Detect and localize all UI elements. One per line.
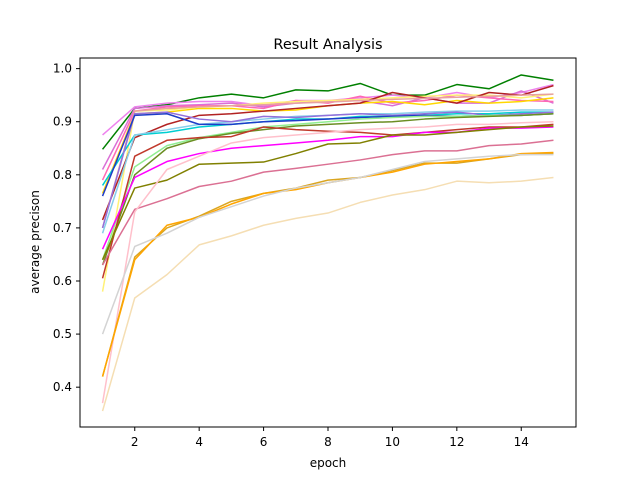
series-line-22 — [101, 153, 554, 335]
x-tick-label: 2 — [131, 435, 139, 449]
y-tick-label: 0.8 — [53, 168, 72, 182]
y-axis: 0.4 0.5 0.6 0.7 0.8 0.9 1.0 — [53, 62, 80, 394]
y-tick-label: 0.6 — [53, 274, 72, 288]
y-tick-label: 0.4 — [53, 380, 72, 394]
series-line-16 — [101, 126, 554, 250]
x-tick-label: 14 — [514, 435, 529, 449]
series-line-8 — [101, 93, 554, 229]
x-axis-label: epoch — [310, 456, 347, 470]
x-tick-label: 10 — [385, 435, 400, 449]
x-tick-label: 8 — [324, 435, 332, 449]
x-tick-label: 12 — [449, 435, 464, 449]
series-line-19 — [101, 120, 554, 404]
y-tick-label: 0.7 — [53, 221, 72, 235]
x-tick-label: 4 — [195, 435, 203, 449]
x-axis: 2 4 6 8 10 12 14 — [131, 427, 529, 449]
series-line-11 — [101, 111, 554, 229]
series-line-15 — [101, 123, 554, 279]
x-tick-label: 6 — [260, 435, 268, 449]
series-line-14 — [101, 113, 554, 266]
series-lines — [101, 74, 554, 412]
series-line-18 — [101, 139, 554, 266]
series-line-23 — [101, 176, 554, 412]
y-tick-label: 0.9 — [53, 115, 72, 129]
chart-title: Result Analysis — [273, 37, 382, 53]
series-line-17 — [101, 125, 554, 261]
series-line-6 — [101, 93, 554, 292]
y-tick-label: 0.5 — [53, 327, 72, 341]
series-line-13 — [101, 113, 554, 261]
y-axis-label: average precison — [28, 190, 42, 294]
y-tick-label: 1.0 — [53, 62, 72, 76]
